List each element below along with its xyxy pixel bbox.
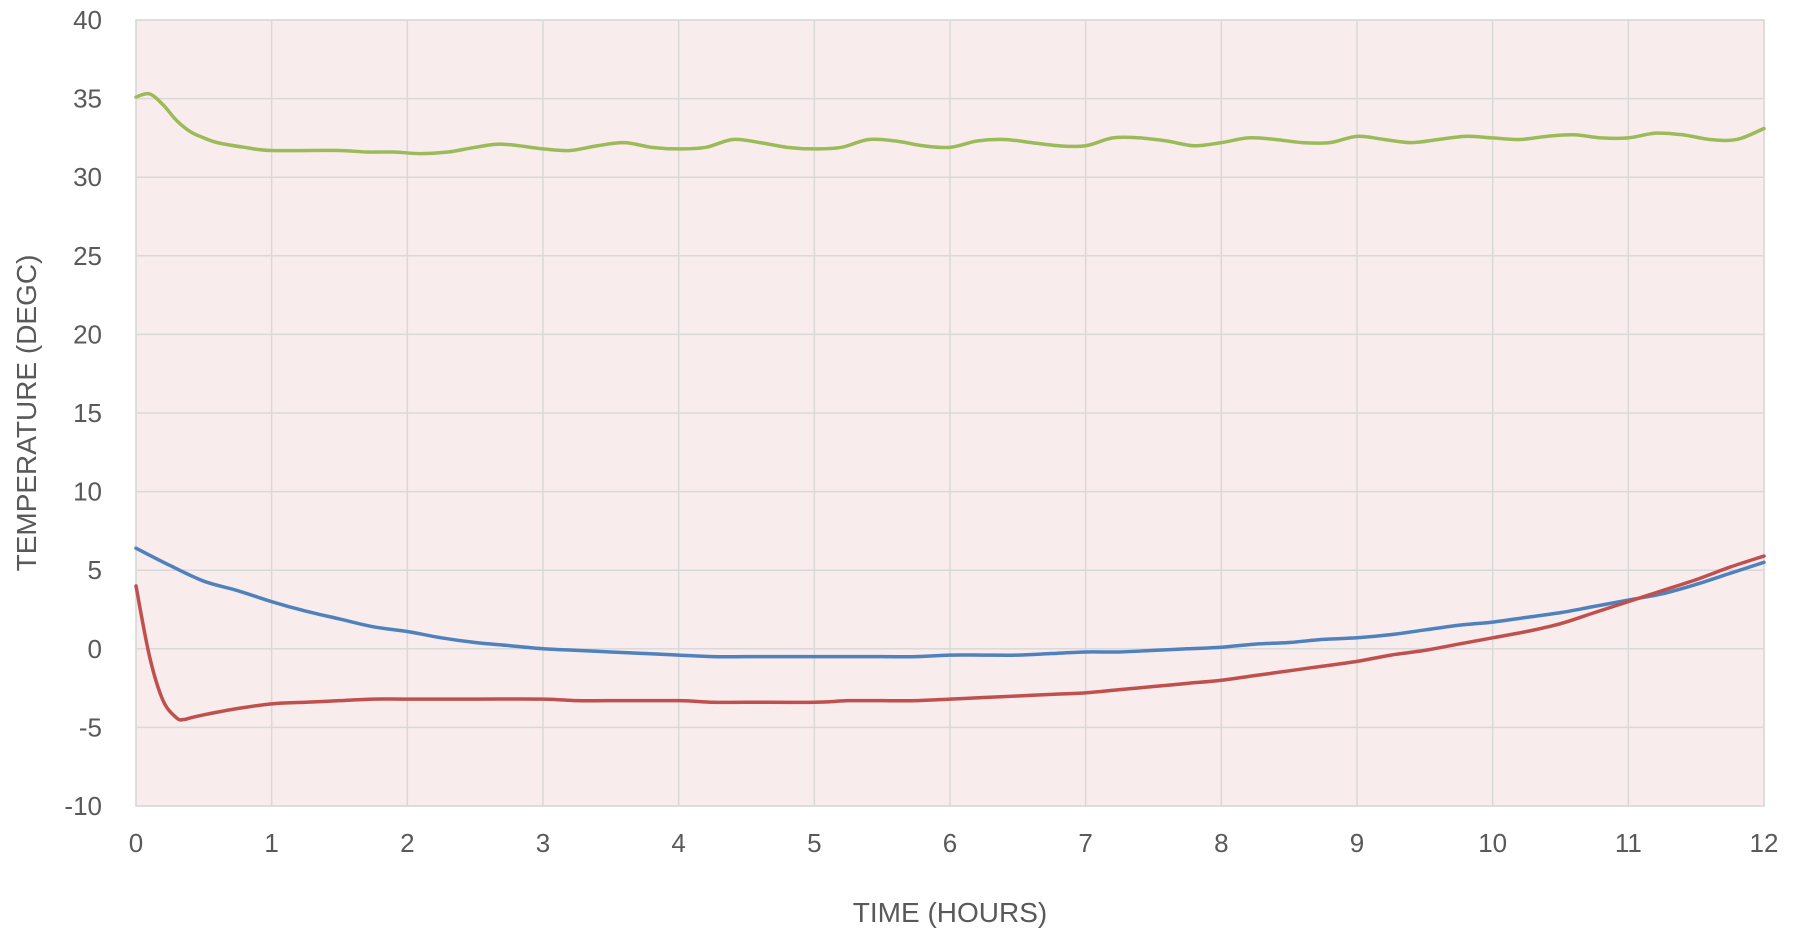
x-tick-label: 12 [1750,828,1779,858]
y-tick-label: 5 [88,555,102,585]
x-tick-label: 2 [400,828,414,858]
y-tick-label: 15 [73,398,102,428]
y-tick-label: 25 [73,241,102,271]
x-tick-label: 11 [1615,828,1642,858]
series-line-red [134,554,1766,722]
x-tick-label: 1 [264,828,278,858]
x-tick-label: 8 [1214,828,1228,858]
x-tick-label: 9 [1350,828,1364,858]
y-tick-label: -5 [79,712,102,742]
x-tick-label: 10 [1478,828,1507,858]
x-tick-label: 3 [536,828,550,858]
series-lines [134,91,1766,722]
x-tick-label: 6 [943,828,957,858]
y-tick-label: 30 [73,162,102,192]
series-line-blue [134,546,1766,659]
y-tick-label: 40 [73,5,102,35]
x-tick-label: 5 [807,828,821,858]
y-tick-label: 35 [73,84,102,114]
x-tick-label: 7 [1078,828,1092,858]
x-tick-label: 4 [671,828,685,858]
x-tick-label: 0 [129,828,143,858]
y-tick-label: 20 [73,319,102,349]
y-tick-label: 10 [73,477,102,507]
y-tick-label: -10 [64,791,102,821]
x-axis-title: TIME (HOURS) [853,897,1047,928]
series-line-green [134,91,1766,156]
gridlines [135,19,1765,807]
y-axis-title: TEMPERATURE (DEGC) [11,255,42,572]
y-tick-label: 0 [88,634,102,664]
